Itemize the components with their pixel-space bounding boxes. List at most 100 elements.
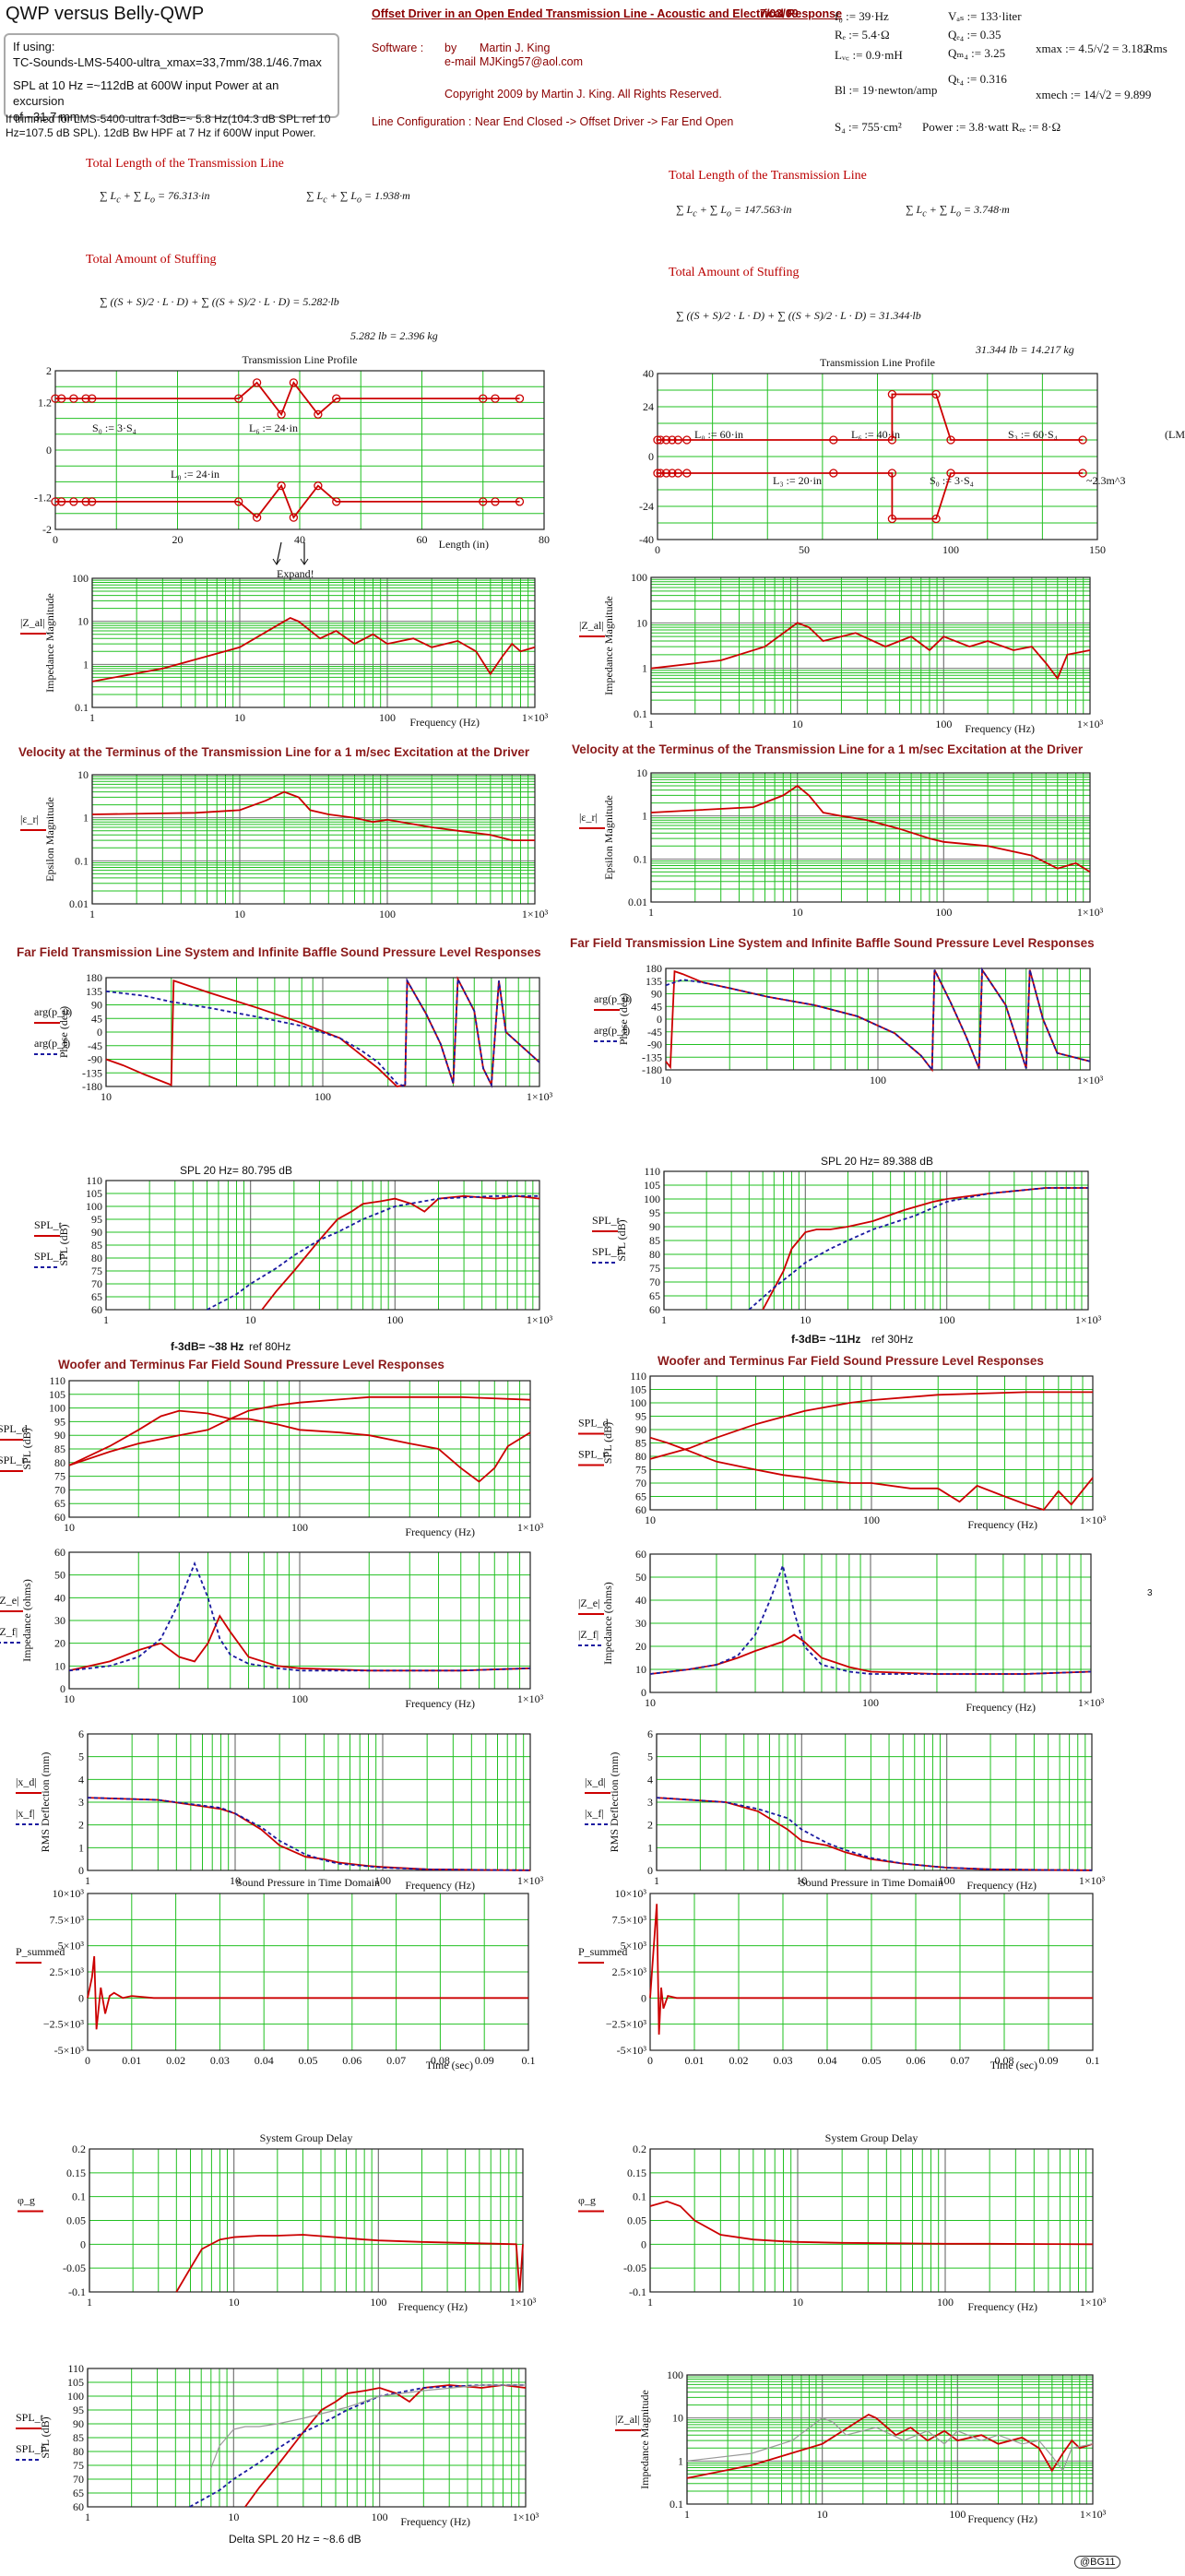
y-tick-label: -180 (642, 1063, 662, 1076)
y-tick-label: 10 (636, 616, 647, 629)
y-tick-label: 100 (49, 1402, 65, 1415)
plot-frame (68, 1551, 531, 1690)
x-tick-label: 1×10³ (1080, 2296, 1107, 2309)
y-tick-label: 70 (635, 1477, 646, 1490)
x-tick-label: 0.1 (1086, 2054, 1100, 2067)
y-tick-label: 0 (641, 1686, 646, 1699)
y-tick-label: 10×10³ (615, 1887, 647, 1900)
profile-marker (88, 394, 97, 403)
legend-label: |ε_r| (20, 813, 39, 825)
y-tick-label: 40 (54, 1591, 65, 1604)
y-tick-label: 50 (635, 1571, 646, 1584)
y-tick-label: 80 (73, 2445, 84, 2458)
x-tick-label: 0.06 (342, 2054, 361, 2067)
x-tick-label: 100 (942, 543, 959, 556)
y-axis-label: Epsilon Magnitude (43, 797, 56, 882)
y-tick-label: 4 (78, 1773, 84, 1786)
legend-label: SPL_f (16, 2442, 44, 2455)
param-qmd: Qₘ₄ := 3.25 (948, 46, 1006, 60)
profile-marker (682, 469, 692, 478)
series-line-|x_f| (87, 1797, 531, 1871)
series-line-SPL_d (649, 1391, 1093, 1460)
sum-expression: ∑ Lc + ∑ Lo (676, 203, 732, 220)
y-tick-label: 85 (73, 2431, 84, 2444)
legend-label: SPL_t (34, 1218, 63, 1231)
chart-title: Transmission Line Profile (243, 353, 358, 366)
series-line-|Z_al| (91, 617, 536, 683)
x-tick-label: 1×10³ (1079, 1874, 1106, 1887)
y-tick-label: 7.5×10³ (50, 1913, 85, 1926)
right-stuffing-title: Total Amount of Stuffing (669, 266, 800, 279)
y-axis-label: Epsilon Magnitude (602, 795, 615, 880)
y-tick-label: 0.15 (627, 2166, 646, 2179)
y-tick-label: 6 (78, 1727, 84, 1740)
y-tick-label: 95 (91, 1213, 102, 1226)
y-tick-label: 110 (644, 1165, 660, 1178)
legend-label: |Z_al| (579, 619, 604, 632)
x-tick-label: 10 (645, 1514, 656, 1526)
x-tick-label: 0.02 (166, 2054, 185, 2067)
x-axis-label: Time (sec) (426, 2059, 473, 2071)
x-tick-label: 1 (654, 1874, 659, 1887)
x-tick-label: 0.08 (995, 2054, 1014, 2067)
plot-area: 0 0.01 0.02 0.03 0.04 0.05 0.06 0.07 0.08 0.09 0.1… (578, 1876, 1100, 2071)
x-tick-label: 0.1 (522, 2054, 536, 2067)
series-line-SPL_t (68, 1409, 531, 1483)
y-tick-label: 4 (647, 1773, 653, 1786)
profile-marker (1078, 469, 1087, 478)
x-axis-label: Frequency (Hz) (967, 2512, 1037, 2525)
x-tick-label: 80 (539, 533, 550, 546)
left-total-length-in: = 76.313·in (158, 189, 210, 202)
y-tick-label: 24 (643, 400, 654, 413)
plot-area: 1 10 100 1×10³ -0.1 -0.05 0 0.05 0.1 0.15 0.2 Syste… (578, 2131, 1107, 2313)
sum-expression: ∑ Lc + ∑ Lo (100, 189, 156, 206)
x-axis-label: Frequency (Hz) (405, 1697, 475, 1710)
legend-label: |Z_f| (0, 1625, 18, 1638)
y-tick-label: 20 (635, 1640, 646, 1653)
y-tick-label: -2 (42, 523, 52, 536)
y-tick-label: 10 (636, 766, 647, 779)
profile-marker (56, 394, 66, 403)
y-tick-label: 0 (78, 1864, 84, 1877)
profile-marker (69, 497, 78, 506)
series-line-lower (55, 483, 520, 519)
plot-area: 0 20 40 60 80 -2 -1.2 0 1.2 2 Transmission Line Pr… (34, 353, 550, 551)
profile-marker (673, 435, 682, 445)
x-tick-label: 0 (647, 2054, 653, 2067)
x-tick-label: 1×10³ (527, 1090, 553, 1103)
y-tick-label: 50 (54, 1569, 65, 1582)
y-tick-label: 75 (73, 2459, 84, 2472)
series-line-|Z_f| (649, 1562, 1092, 1675)
y-tick-label: 110 (86, 1174, 102, 1187)
series-line-P_summed (87, 1955, 528, 2030)
x-tick-label: 100 (937, 2296, 954, 2309)
stuffing-expression: ∑ ((S + S)/2 · L · D) + ∑ ((S + S)/2 · L… (676, 309, 870, 322)
profile-marker (946, 469, 955, 478)
plot-frame (650, 576, 1091, 715)
x-axis-label: Length (in) (439, 538, 489, 551)
y-tick-label: 2 (647, 1819, 653, 1832)
y-tick-label: 5×10³ (58, 1940, 85, 1953)
y-axis-label: SPL (dB) (601, 1422, 614, 1464)
author-name: Martin J. King (480, 42, 551, 54)
series-line-|ε_r| (650, 784, 1091, 873)
y-tick-label: 45 (651, 1000, 662, 1013)
y-axis-label: SPL (dB) (20, 1428, 33, 1469)
email-link[interactable]: MJKing57@aol.com (480, 55, 584, 68)
profile-marker (887, 514, 897, 524)
y-tick-label: 2 (46, 364, 52, 377)
right-length-formula-m: ∑ Lc + ∑ Lo = 3.748·m (906, 203, 1010, 219)
y-tick-label: -5×10³ (617, 2044, 647, 2057)
legend-label: |x_d| (585, 1775, 606, 1788)
left-stuffing-kg: 5.282 lb = 2.396 kg (350, 329, 438, 342)
y-tick-label: 0 (657, 1013, 662, 1026)
param-sd: S₄ := 755·cm² (835, 120, 902, 134)
x-axis-label: Frequency (Hz) (405, 1879, 475, 1892)
x-tick-label: 0.09 (475, 2054, 494, 2067)
x-tick-label: 10 (229, 2296, 240, 2309)
y-tick-label: 85 (54, 1442, 65, 1455)
sum-expression: ∑ Lc + ∑ Lo (306, 189, 362, 206)
